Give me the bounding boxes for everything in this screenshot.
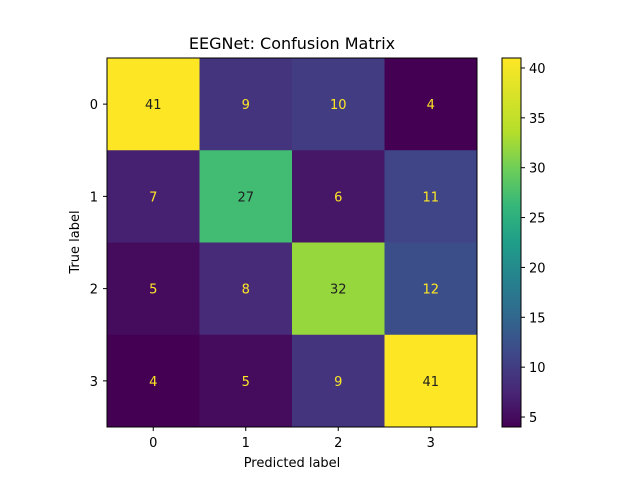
heatmap-cell-r0-c1 [199, 58, 293, 151]
heatmap-cell-r1-c2 [292, 150, 385, 243]
heatmap-cell-r2-c2 [292, 242, 385, 336]
y-tick-label-2: 2 [90, 283, 98, 298]
y-axis-ticks: 0 1 2 3 [90, 98, 107, 390]
colorbar-tick-label-3: 20 [529, 261, 546, 276]
heatmap-cell-r1-c0 [107, 150, 200, 243]
cell-value-r2-c1: 8 [242, 283, 250, 298]
cell-value-r0-c1: 9 [242, 98, 250, 113]
heatmap-cell-r0-c2 [292, 58, 385, 151]
x-axis-ticks: 0 1 2 3 [149, 427, 435, 451]
y-axis-label: True label [68, 210, 83, 274]
heatmap-cell-r0-c0 [107, 58, 200, 151]
heatmap-cell-r2-c3 [384, 242, 478, 336]
x-tick-label-2: 2 [334, 436, 342, 451]
heatmap-cell-labels: 41 9 10 4 7 27 6 11 5 8 32 12 4 5 9 41 [145, 98, 439, 390]
cell-value-r1-c3: 11 [422, 190, 439, 205]
heatmap-cell-r3-c1 [199, 334, 293, 428]
cell-value-r1-c2: 6 [334, 190, 342, 205]
heatmap-cell-r3-c0 [107, 334, 200, 428]
heatmap-cells [107, 58, 478, 428]
colorbar-tick-label-0: 5 [529, 411, 537, 426]
cell-value-r3-c2: 9 [334, 375, 342, 390]
colorbar-tick-label-6: 35 [529, 112, 546, 127]
heatmap-cell-r0-c3 [384, 58, 478, 151]
y-tick-label-0: 0 [90, 98, 98, 113]
y-tick-label-3: 3 [90, 375, 98, 390]
cell-value-r3-c1: 5 [242, 375, 250, 390]
cell-value-r2-c0: 5 [149, 283, 157, 298]
colorbar-ticks: 5 10 15 20 25 30 35 40 [521, 62, 546, 426]
cell-value-r2-c2: 32 [330, 283, 347, 298]
cell-value-r0-c2: 10 [330, 98, 347, 113]
x-tick-label-1: 1 [242, 436, 250, 451]
y-tick-label-1: 1 [90, 190, 98, 205]
chart-title: EEGNet: Confusion Matrix [189, 34, 395, 53]
cell-value-r1-c1: 27 [237, 190, 254, 205]
heatmap-cell-r1-c1 [199, 150, 293, 243]
cell-value-r3-c0: 4 [149, 375, 157, 390]
heatmap-cell-r1-c3 [384, 150, 478, 243]
cell-value-r0-c0: 41 [145, 98, 162, 113]
colorbar-tick-label-7: 40 [529, 62, 546, 77]
colorbar-tick-label-2: 15 [529, 311, 546, 326]
cell-value-r0-c3: 4 [427, 98, 435, 113]
colorbar-tick-label-5: 30 [529, 162, 546, 177]
colorbar [501, 57, 522, 428]
x-tick-label-0: 0 [149, 436, 157, 451]
matrix-frame [106, 57, 478, 428]
colorbar-tick-label-1: 10 [529, 361, 546, 376]
heatmap-cell-r3-c3 [384, 334, 478, 428]
cell-value-r1-c0: 7 [149, 190, 157, 205]
cell-value-r2-c3: 12 [422, 283, 439, 298]
colorbar-tick-label-4: 25 [529, 212, 546, 227]
cell-value-r3-c3: 41 [422, 375, 439, 390]
heatmap-cell-r2-c0 [107, 242, 200, 336]
x-axis-label: Predicted label [244, 456, 341, 471]
heatmap-cell-r2-c1 [199, 242, 293, 336]
x-tick-label-3: 3 [427, 436, 435, 451]
heatmap-cell-r3-c2 [292, 334, 385, 428]
